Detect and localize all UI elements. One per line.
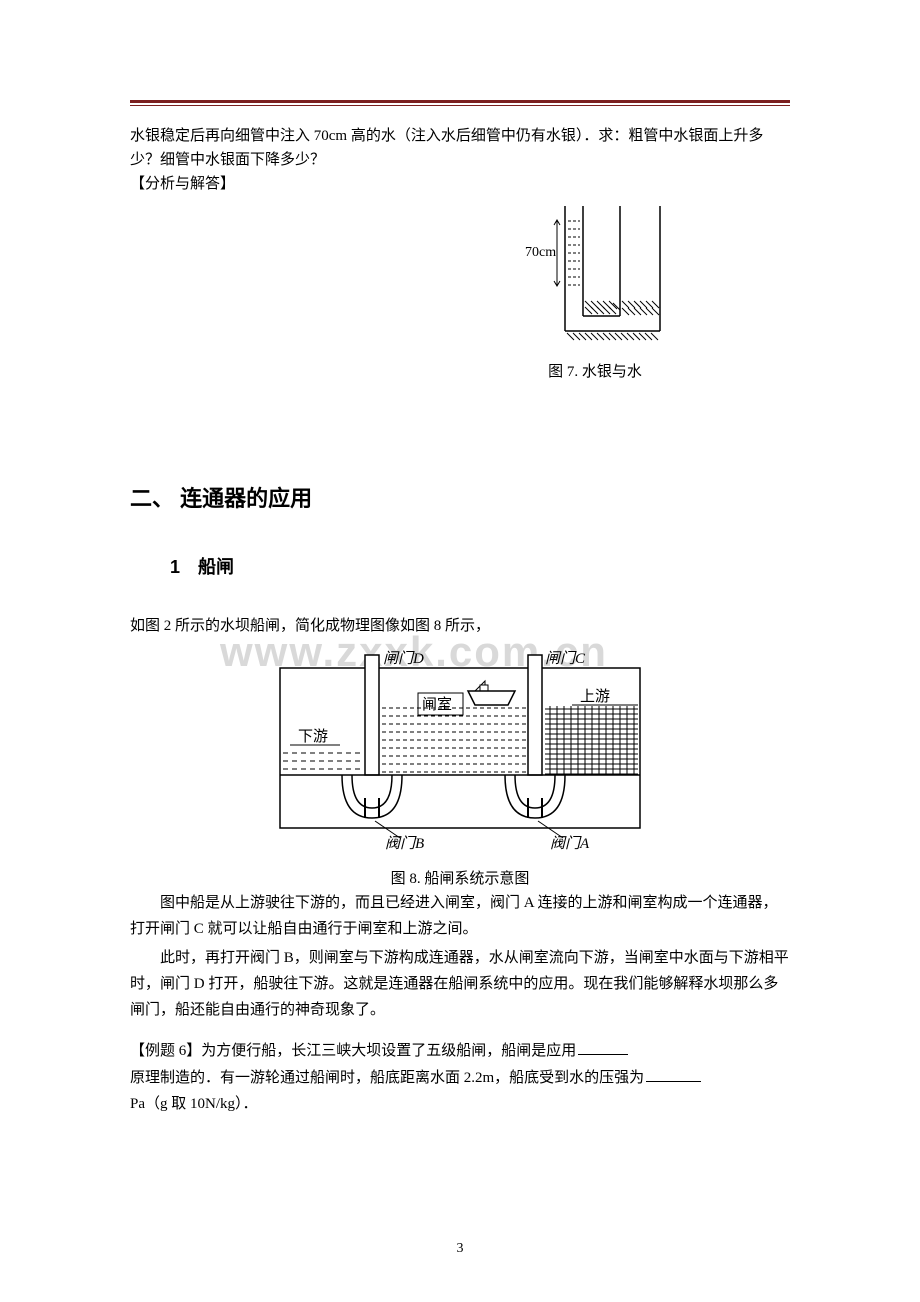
figure8-gate-d-label: 闸门D (383, 650, 424, 667)
analysis-label: 【分析与解答】 (130, 172, 790, 196)
figure7-caption: 图 7. 水银与水 (400, 360, 790, 381)
header-border (130, 100, 790, 106)
intro-text: 水银稳定后再向细管中注入 70cm 高的水（注入水后细管中仍有水银）．求：粗管中… (130, 124, 790, 172)
figure7-diagram: 70cm (525, 206, 665, 351)
figure7-label: 70cm (525, 245, 556, 260)
figure8-intro: 如图 2 所示的水坝船闸，简化成物理图像如图 8 所示， (130, 614, 790, 638)
figure8-upstream-label: 上游 (580, 688, 610, 705)
section-heading: 二、 连通器的应用 (130, 481, 790, 513)
paragraph1: 图中船是从上游驶往下游的，而且已经进入闸室，阀门 A 连接的上游和闸室构成一个连… (130, 890, 790, 943)
figure8-caption: 图 8. 船闸系统示意图 (130, 867, 790, 888)
blank2 (646, 1081, 701, 1082)
figure8-valve-a-label: 阀门A (550, 835, 590, 852)
example6: 【例题 6】为方便行船，长江三峡大坝设置了五级船闸，船闸是应用 原理制造的．有一… (130, 1038, 790, 1117)
blank1 (578, 1054, 628, 1055)
page-number: 3 (457, 1241, 464, 1257)
example6-part3: Pa（g 取 10N/kg）． (130, 1096, 258, 1112)
figure8-valve-b-label: 阀门B (385, 835, 424, 852)
figure8-chamber-label: 闸室 (422, 696, 452, 713)
figure8-container: 闸门D 闸门C 闸室 上游 下游 (130, 643, 790, 888)
subsection-heading: 1 船闸 (170, 553, 790, 579)
example6-part1: 【例题 6】为方便行船，长江三峡大坝设置了五级船闸，船闸是应用 (130, 1043, 576, 1059)
example6-part2: 原理制造的．有一游轮通过船闸时，船底距离水面 2.2m，船底受到水的压强为 (130, 1070, 644, 1086)
paragraph2: 此时，再打开阀门 B，则闸室与下游构成连通器，水从闸室流向下游，当闸室中水面与下… (130, 945, 790, 1024)
figure7-container: 70cm (400, 206, 790, 381)
figure8-diagram: 闸门D 闸门C 闸室 上游 下游 (270, 643, 650, 858)
figure8-gate-c-label: 闸门C (545, 650, 586, 667)
figure8-downstream-label: 下游 (298, 728, 328, 745)
